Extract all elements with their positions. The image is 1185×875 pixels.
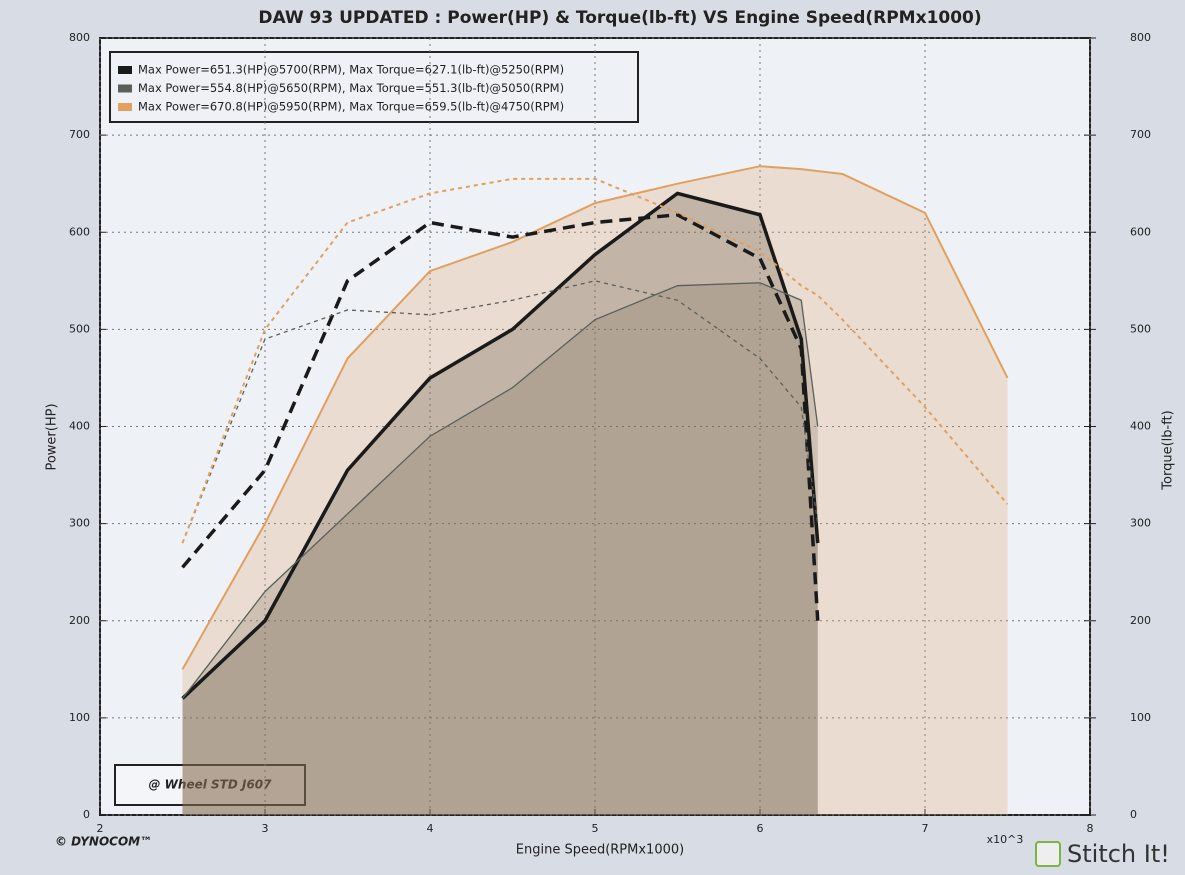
legend-swatch (118, 66, 132, 74)
torque-line (181, 280, 819, 544)
legend-label: Max Power=554.8(HP)@5650(RPM), Max Torqu… (138, 81, 564, 95)
y-tick-label: 200 (69, 614, 90, 627)
plot-area (99, 37, 1091, 816)
y-tick-label: 600 (69, 225, 90, 238)
x-tick-label: 8 (1087, 822, 1094, 835)
y2-tick-label: 500 (1130, 322, 1151, 335)
y-tick-label: 0 (83, 808, 90, 821)
watermark: Stitch It! (1067, 840, 1170, 868)
x-tick-label: 4 (427, 822, 434, 835)
y2-tick-label: 400 (1130, 420, 1151, 433)
annotation: @ Wheel STD J607 (148, 778, 272, 792)
power-line (181, 165, 1009, 670)
x-tick-label: 5 (592, 822, 599, 835)
legend-label: Max Power=670.8(HP)@5950(RPM), Max Torqu… (138, 100, 564, 114)
brand: © DYNOCOM™ (55, 835, 152, 849)
legend-box (109, 51, 639, 123)
legend-swatch (118, 84, 132, 93)
power-area (182, 282, 818, 815)
y2-tick-label: 100 (1130, 711, 1151, 724)
y-tick-label: 700 (69, 128, 90, 141)
watermark-icon (1035, 841, 1061, 867)
x-tick-label: 7 (922, 822, 929, 835)
power-line (181, 282, 819, 699)
legend: Max Power=651.3(HP)@5700(RPM), Max Torqu… (109, 51, 639, 123)
x-tick-label: 6 (757, 822, 764, 835)
y-tick-label: 800 (69, 31, 90, 44)
y-tick-label: 500 (69, 322, 90, 335)
power-area (182, 166, 1008, 815)
y-tick-label: 400 (69, 420, 90, 433)
legend-label: Max Power=651.3(HP)@5700(RPM), Max Torqu… (138, 63, 564, 77)
y2-axis-label: Torque(lb-ft) (1161, 410, 1176, 490)
torque-line (181, 212, 820, 621)
chart-title: DAW 93 UPDATED : Power(HP) & Torque(lb-f… (258, 8, 981, 28)
y-tick-label: 300 (69, 517, 90, 530)
y2-tick-label: 700 (1130, 128, 1151, 141)
annotation-box (114, 764, 306, 806)
y2-tick-label: 0 (1130, 808, 1137, 821)
x-axis-label: Engine Speed(RPMx1000) (516, 843, 684, 858)
x-tick-label: 3 (262, 822, 269, 835)
y2-tick-label: 300 (1130, 517, 1151, 530)
x-tick-label: 2 (97, 822, 104, 835)
power-line (181, 191, 820, 700)
y2-tick-label: 200 (1130, 614, 1151, 627)
power-area (182, 193, 818, 815)
y-axis-label: Power(HP) (45, 403, 60, 470)
torque-line (181, 177, 1009, 544)
y2-tick-label: 800 (1130, 31, 1151, 44)
x-multiplier: x10^3 (987, 833, 1024, 846)
y2-tick-label: 600 (1130, 225, 1151, 238)
y-tick-label: 100 (69, 711, 90, 724)
legend-swatch (118, 103, 132, 111)
